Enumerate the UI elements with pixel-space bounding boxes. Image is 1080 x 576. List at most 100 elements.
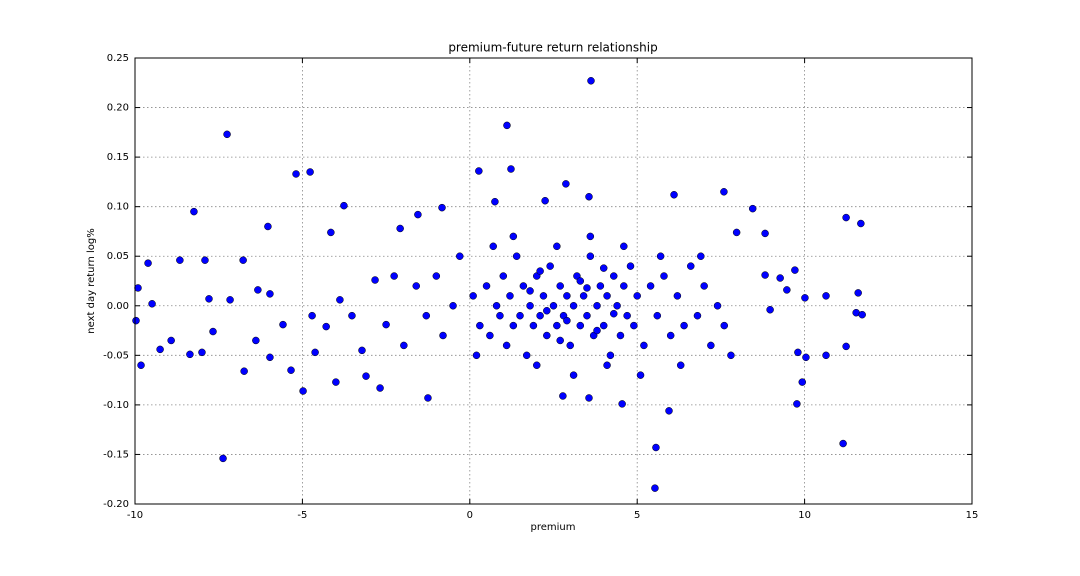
point [322, 322, 330, 331]
point [209, 327, 217, 336]
point [536, 311, 544, 320]
point [543, 331, 551, 340]
point [593, 326, 601, 335]
y-tick-label: 0.05 [107, 251, 129, 262]
point [533, 361, 541, 369]
point [586, 232, 595, 241]
point [526, 287, 534, 295]
point [156, 345, 164, 354]
point [842, 342, 850, 351]
point [687, 262, 695, 270]
point [506, 292, 514, 300]
point [438, 203, 446, 212]
point [186, 350, 194, 359]
point [190, 207, 198, 216]
point [266, 353, 274, 362]
point [636, 371, 645, 379]
point [486, 331, 494, 340]
point [327, 228, 335, 237]
point [761, 229, 769, 238]
point [587, 77, 595, 85]
point [610, 272, 618, 280]
point [556, 336, 564, 345]
point [623, 311, 631, 320]
point [240, 367, 248, 375]
point [424, 394, 432, 402]
point [306, 168, 314, 176]
x-axis-label: premium [531, 522, 576, 533]
point [616, 331, 625, 340]
point [456, 252, 464, 260]
point [839, 439, 847, 448]
point [802, 353, 810, 362]
point [673, 292, 682, 300]
point [562, 180, 570, 188]
point [640, 341, 648, 350]
point [732, 228, 741, 237]
y-tick-label: 0.00 [107, 301, 129, 312]
point [223, 130, 231, 139]
point [205, 295, 213, 303]
point [239, 256, 247, 264]
point [651, 484, 659, 492]
point [439, 331, 447, 340]
point [475, 167, 483, 175]
point [148, 300, 156, 308]
x-tick-label: 0 [467, 510, 473, 521]
point [794, 348, 802, 357]
y-tick-label: 0.15 [107, 152, 129, 163]
point [798, 378, 807, 386]
point [489, 242, 497, 251]
x-tick-label: 5 [634, 510, 640, 521]
point [858, 310, 866, 319]
point [491, 197, 499, 206]
point [720, 321, 728, 330]
point [842, 213, 850, 222]
x-tick-label: -5 [297, 510, 307, 521]
point [340, 201, 348, 210]
point [308, 311, 316, 320]
point [556, 282, 564, 290]
point [167, 336, 175, 345]
point [382, 320, 390, 329]
point [727, 351, 735, 360]
point [219, 454, 227, 463]
point [603, 361, 611, 369]
point [509, 321, 518, 330]
y-tick-label: 0.10 [107, 202, 129, 213]
point [414, 210, 422, 219]
y-tick-label: -0.10 [103, 400, 129, 411]
point [656, 252, 665, 260]
point [422, 311, 431, 320]
point [652, 443, 660, 452]
point [618, 400, 626, 408]
point [700, 282, 708, 290]
point [620, 282, 628, 290]
point [252, 336, 260, 345]
point [576, 277, 585, 285]
point [546, 262, 554, 270]
point [492, 302, 501, 310]
point [519, 282, 528, 290]
point [822, 351, 830, 360]
point [585, 193, 593, 201]
point [599, 321, 608, 330]
point [606, 351, 615, 360]
point [201, 256, 209, 264]
point [376, 384, 384, 392]
point [549, 302, 558, 310]
point [503, 121, 511, 130]
point [198, 348, 206, 357]
point [579, 292, 588, 300]
point [362, 372, 370, 380]
chart-title: premium-future return relationship [448, 41, 657, 55]
point [783, 286, 791, 294]
point [287, 366, 295, 374]
point [676, 361, 685, 369]
point [137, 361, 145, 369]
point [585, 394, 593, 402]
point [254, 286, 262, 294]
point [507, 165, 515, 173]
point [680, 321, 688, 330]
